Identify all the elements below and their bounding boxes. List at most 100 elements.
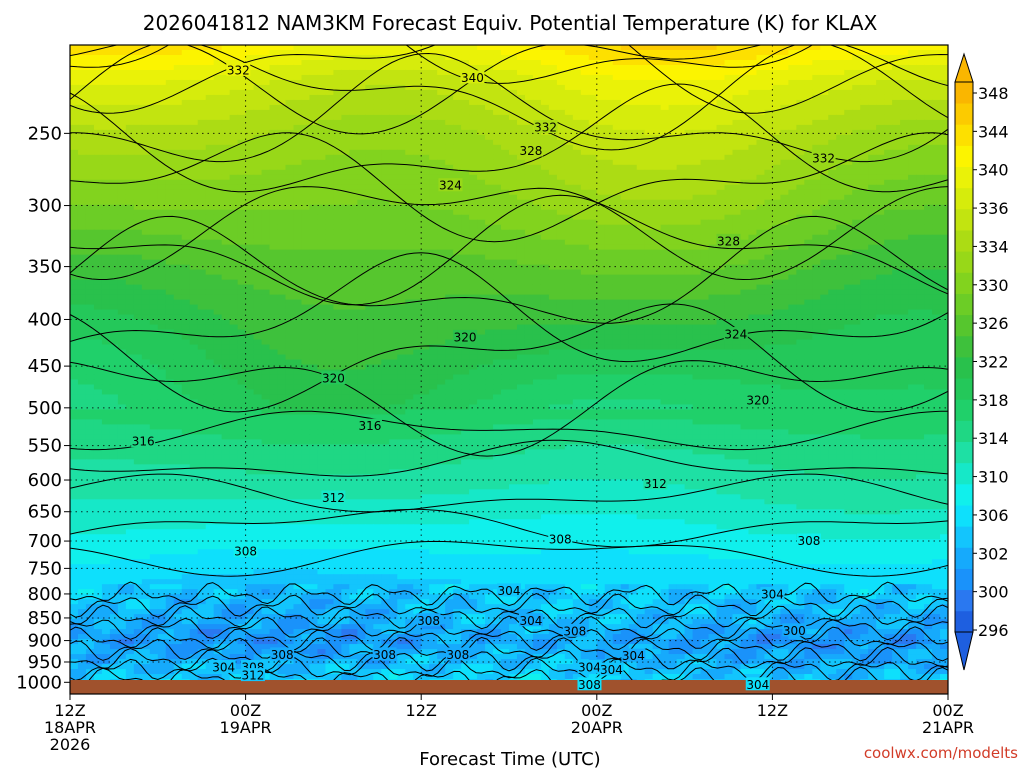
field-cell bbox=[548, 69, 558, 76]
field-cell bbox=[309, 154, 319, 161]
field-cell bbox=[540, 209, 550, 216]
field-cell bbox=[804, 64, 813, 71]
field-cell bbox=[293, 114, 303, 121]
field-cell bbox=[820, 189, 829, 196]
field-cell bbox=[748, 49, 758, 56]
field-cell bbox=[141, 204, 151, 211]
field-cell bbox=[341, 64, 350, 71]
field-cell bbox=[756, 64, 766, 71]
field-cell bbox=[173, 45, 183, 51]
field-cell bbox=[213, 224, 223, 231]
field-cell bbox=[205, 119, 215, 126]
field-cell bbox=[908, 124, 917, 131]
field-cell bbox=[788, 244, 797, 251]
field-cell bbox=[876, 214, 885, 221]
field-cell bbox=[325, 94, 334, 101]
field-cell bbox=[828, 224, 837, 231]
field-cell bbox=[628, 174, 638, 181]
field-cell bbox=[149, 104, 159, 111]
field-cell bbox=[421, 249, 430, 256]
field-cell bbox=[812, 164, 821, 171]
field-cell bbox=[724, 184, 734, 191]
field-cell bbox=[469, 219, 478, 226]
field-cell bbox=[501, 264, 510, 271]
field-cell bbox=[684, 234, 694, 241]
field-cell bbox=[604, 254, 614, 261]
field-cell bbox=[788, 234, 797, 241]
field-cell bbox=[764, 45, 773, 51]
field-cell bbox=[796, 89, 805, 96]
field-cell bbox=[796, 64, 805, 71]
field-cell bbox=[644, 209, 654, 216]
field-cell bbox=[357, 84, 366, 91]
field-cell bbox=[860, 204, 869, 211]
field-cell bbox=[181, 254, 191, 261]
field-cell bbox=[205, 124, 215, 131]
field-cell bbox=[916, 199, 925, 206]
field-cell bbox=[277, 214, 287, 221]
field-cell bbox=[924, 164, 933, 171]
field-cell bbox=[860, 74, 869, 81]
field-cell bbox=[556, 119, 566, 126]
field-cell bbox=[205, 249, 215, 256]
field-cell bbox=[876, 174, 885, 181]
field-cell bbox=[349, 254, 358, 261]
field-cell bbox=[764, 119, 773, 126]
field-cell bbox=[405, 254, 414, 261]
field-cell bbox=[620, 54, 630, 61]
field-cell bbox=[868, 204, 877, 211]
field-cell bbox=[461, 94, 470, 101]
field-cell bbox=[628, 199, 638, 206]
field-cell bbox=[197, 139, 207, 146]
field-cell bbox=[924, 45, 933, 51]
field-cell bbox=[596, 209, 606, 216]
field-cell bbox=[373, 259, 382, 266]
field-cell bbox=[772, 119, 781, 126]
field-cell bbox=[261, 114, 271, 121]
field-cell bbox=[804, 84, 813, 91]
field-cell bbox=[772, 174, 781, 181]
field-cell bbox=[564, 179, 574, 186]
field-cell bbox=[796, 204, 805, 211]
field-cell bbox=[540, 84, 550, 91]
field-cell bbox=[205, 104, 215, 111]
field-cell bbox=[333, 129, 342, 136]
field-cell bbox=[365, 109, 374, 116]
field-cell bbox=[588, 259, 598, 266]
field-cell bbox=[700, 154, 710, 161]
field-cell bbox=[772, 264, 781, 271]
field-cell bbox=[341, 174, 350, 181]
field-cell bbox=[636, 84, 646, 91]
field-cell bbox=[261, 204, 271, 211]
field-cell bbox=[109, 184, 119, 191]
field-cell bbox=[141, 119, 151, 126]
field-cell bbox=[197, 239, 207, 246]
field-cell bbox=[301, 134, 311, 141]
field-cell bbox=[700, 64, 710, 71]
field-cell bbox=[117, 49, 127, 56]
field-cell bbox=[261, 189, 271, 196]
field-cell bbox=[628, 114, 638, 121]
field-cell bbox=[245, 219, 255, 226]
field-cell bbox=[309, 64, 319, 71]
field-cell bbox=[604, 149, 614, 156]
field-cell bbox=[900, 104, 909, 111]
field-cell bbox=[341, 164, 350, 171]
field-cell bbox=[285, 189, 295, 196]
field-cell bbox=[572, 114, 582, 121]
field-cell bbox=[381, 174, 390, 181]
field-cell bbox=[684, 54, 694, 61]
field-cell bbox=[421, 64, 430, 71]
field-cell bbox=[173, 69, 183, 76]
field-cell bbox=[724, 204, 734, 211]
field-cell bbox=[173, 119, 183, 126]
field-cell bbox=[173, 239, 183, 246]
field-cell bbox=[501, 174, 510, 181]
field-cell bbox=[157, 139, 167, 146]
field-cell bbox=[229, 104, 239, 111]
field-cell bbox=[341, 179, 350, 186]
field-cell bbox=[197, 259, 207, 266]
field-cell bbox=[756, 54, 766, 61]
field-cell bbox=[261, 79, 271, 86]
field-cell bbox=[477, 114, 486, 121]
